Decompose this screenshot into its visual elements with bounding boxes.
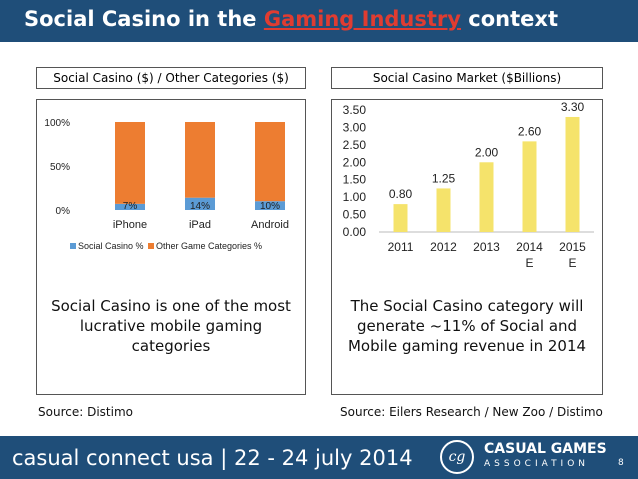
page-title: Social Casino in the Gaming Industry con… <box>24 7 558 31</box>
right-chart-label: Social Casino Market ($Billions) <box>331 67 603 89</box>
bar-other-categories <box>255 122 285 202</box>
title-suffix: context <box>460 7 558 31</box>
right-description: The Social Casino category will generate… <box>347 297 587 355</box>
title-prefix: Social Casino in the <box>24 7 264 31</box>
bar-social-casino <box>255 201 285 210</box>
x-tick-label: iPad <box>189 219 211 231</box>
y-tick-label: 2.50 <box>343 138 367 152</box>
y-tick-label: 0.00 <box>343 225 367 239</box>
legend-swatch <box>148 243 154 249</box>
bar-social-casino <box>115 203 145 210</box>
data-label: 10% <box>260 201 280 212</box>
page-number: 8 <box>618 458 624 468</box>
left-chart-label: Social Casino ($) / Other Categories ($) <box>36 67 306 89</box>
bar-other-categories <box>185 122 215 198</box>
stacked-bar-chart: 0% 50% 100% 7% iPhone 14% iPad 10% Android Social… <box>44 118 289 251</box>
logo-icon: cg <box>440 440 474 474</box>
x-tick-label: 2013 <box>473 240 500 254</box>
x-tick-label: E <box>525 256 533 270</box>
event-banner: casual connect usa | 22 - 24 july 2014 <box>12 446 413 470</box>
left-description: Social Casino is one of the most lucrati… <box>51 297 291 355</box>
x-tick-label: E <box>568 256 576 270</box>
market-bar <box>393 204 408 232</box>
y-tick-label: 50% <box>50 162 70 173</box>
data-label: 14% <box>190 201 210 212</box>
bar-other-categories <box>115 122 145 204</box>
logo-text-line2: ASSOCIATION <box>484 459 590 469</box>
right-source: Source: Eilers Research / New Zoo / Dist… <box>340 405 603 419</box>
y-tick-label: 1.00 <box>343 190 367 204</box>
left-panel: 0% 50% 100% 7% iPhone 14% iPad 10% Android Social… <box>36 99 306 395</box>
y-tick-label: 3.00 <box>343 120 367 134</box>
y-tick-label: 1.50 <box>343 173 367 187</box>
legend-label: Social Casino % <box>78 241 144 251</box>
x-tick-label: 2011 <box>388 240 414 254</box>
data-label: 2.00 <box>475 145 499 159</box>
y-tick-label: 0% <box>56 206 71 217</box>
right-panel: 0.00 0.50 1.00 1.50 2.00 2.50 3.00 3.50 0.80 2011… <box>331 99 603 395</box>
data-label: 2.60 <box>518 124 542 138</box>
market-bar <box>479 162 494 232</box>
title-highlight[interactable]: Gaming Industry <box>263 7 461 31</box>
market-bar <box>565 116 580 232</box>
y-tick-label: 2.00 <box>343 155 367 169</box>
x-tick-label: 2015 <box>559 240 586 254</box>
x-tick-label: 2014 <box>516 240 543 254</box>
bar-social-casino <box>185 197 215 210</box>
x-tick-label: Android <box>251 219 289 231</box>
legend-label: Other Game Categories % <box>156 241 262 251</box>
footer-bar <box>0 436 638 479</box>
data-label: 1.25 <box>432 171 456 185</box>
data-label: 3.30 <box>561 100 585 114</box>
y-tick-label: 0.50 <box>343 208 367 222</box>
y-tick-label: 100% <box>44 118 70 129</box>
market-bar-chart: 0.00 0.50 1.00 1.50 2.00 2.50 3.00 3.50 0.80 2011… <box>343 100 594 270</box>
left-source: Source: Distimo <box>38 405 133 419</box>
market-bar <box>522 141 537 232</box>
y-tick-label: 3.50 <box>343 103 367 117</box>
legend-swatch <box>70 243 76 249</box>
x-tick-label: 2012 <box>430 240 457 254</box>
logo-text-line1: CASUAL GAMES <box>484 441 607 457</box>
x-tick-label: iPhone <box>113 219 147 231</box>
market-bar <box>436 188 451 232</box>
title-bar <box>0 0 638 42</box>
data-label: 7% <box>123 201 138 212</box>
data-label: 0.80 <box>389 187 413 201</box>
